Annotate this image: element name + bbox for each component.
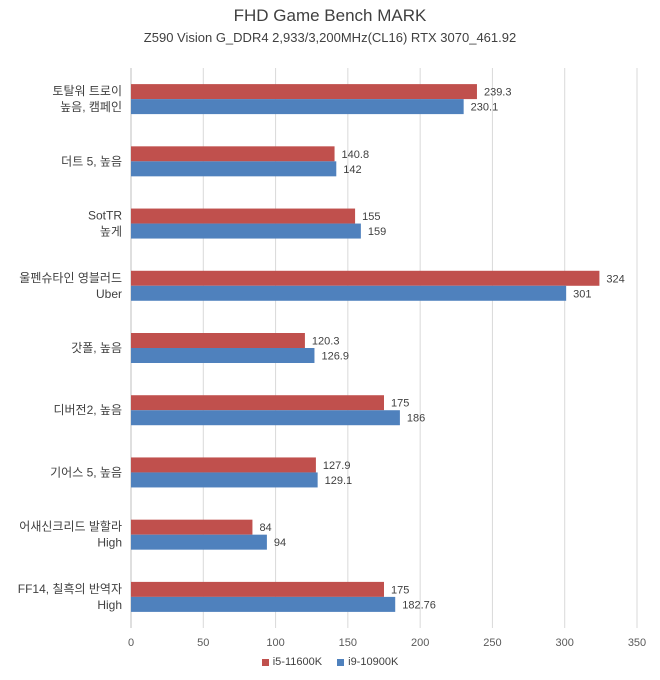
data-label: 175	[391, 398, 409, 410]
data-label: 140.8	[342, 149, 370, 161]
bar-series-1	[131, 208, 356, 224]
bar-series-1	[131, 146, 335, 162]
data-label: 239.3	[484, 87, 512, 99]
bar-series-2	[131, 348, 315, 363]
bar-series-2	[131, 285, 567, 301]
data-label: 94	[274, 537, 286, 549]
legend-label-series-2: i9-10900K	[348, 656, 399, 668]
data-label: 175	[391, 584, 409, 596]
category-label: 토탈워 트로이	[52, 84, 122, 98]
legend-swatch-series-1	[261, 658, 269, 666]
data-label: 186	[407, 413, 425, 425]
bar-series-1	[131, 457, 316, 473]
category-label: High	[97, 536, 122, 550]
data-label: 182.76	[402, 599, 436, 611]
data-label: 126.9	[321, 351, 349, 363]
bar-series-1	[131, 581, 384, 597]
legend-label-series-1: i5-11600K	[272, 656, 323, 668]
bar-series-2	[131, 99, 464, 115]
legend-swatch-series-2	[337, 658, 345, 666]
x-tick-label: 250	[483, 637, 501, 649]
category-label: 울펜슈타인 영블러드	[19, 271, 122, 285]
x-tick-label: 350	[628, 637, 646, 649]
x-tick-label: 50	[197, 637, 209, 649]
data-label: 301	[573, 288, 591, 300]
bar-series-1	[131, 333, 305, 348]
chart-title: FHD Game Bench MARK	[233, 6, 427, 25]
bar-series-1	[131, 270, 600, 286]
legend-item-series-1: i5-11600K	[261, 656, 323, 668]
data-label: 155	[362, 211, 380, 223]
category-label: High	[97, 598, 122, 612]
x-tick-label: 0	[128, 637, 134, 649]
x-tick-label: 150	[339, 637, 357, 649]
x-tick-label: 300	[556, 637, 574, 649]
data-label: 129.1	[325, 475, 353, 487]
bar-series-2	[131, 223, 361, 239]
x-tick-label: 200	[411, 637, 429, 649]
category-label: FF14, 칠흑의 반역자	[18, 582, 122, 596]
category-label: 높게	[100, 225, 122, 239]
bar-series-1	[131, 84, 477, 100]
data-label: 230.1	[471, 102, 499, 114]
bar-series-2	[131, 472, 318, 488]
data-label: 84	[259, 522, 271, 534]
bar-series-1	[131, 395, 384, 411]
bar-series-2	[131, 161, 337, 177]
bar-series-1	[131, 519, 253, 535]
bar-series-2	[131, 596, 396, 612]
category-label: 갓폴, 높음	[71, 341, 122, 355]
data-label: 324	[606, 273, 624, 285]
category-label: SotTR	[88, 209, 122, 223]
category-label: 기어스 5, 높음	[50, 465, 122, 479]
bar-series-2	[131, 534, 267, 550]
category-label: 더트 5, 높음	[61, 154, 122, 168]
category-label: 어새신크리드 발할라	[19, 520, 122, 534]
category-label: 디버전2, 높음	[53, 403, 122, 417]
legend-item-series-2: i9-10900K	[337, 656, 398, 668]
chart-subtitle: Z590 Vision G_DDR4 2,933/3,200MHz(CL16) …	[143, 30, 517, 45]
data-label: 159	[368, 226, 386, 238]
x-tick-label: 100	[266, 637, 284, 649]
data-label: 142	[343, 164, 361, 176]
bar-series-2	[131, 410, 400, 426]
legend: i5-11600K i9-10900K	[0, 656, 660, 669]
category-label: 높음, 캠페인	[60, 100, 122, 114]
category-label: Uber	[96, 287, 122, 301]
bar-chart: 0 50 100 150 200 250 300 350 239.3 230.1 토탈워 트로이높음…	[18, 68, 646, 649]
data-label: 120.3	[312, 336, 340, 348]
data-label: 127.9	[323, 460, 351, 472]
